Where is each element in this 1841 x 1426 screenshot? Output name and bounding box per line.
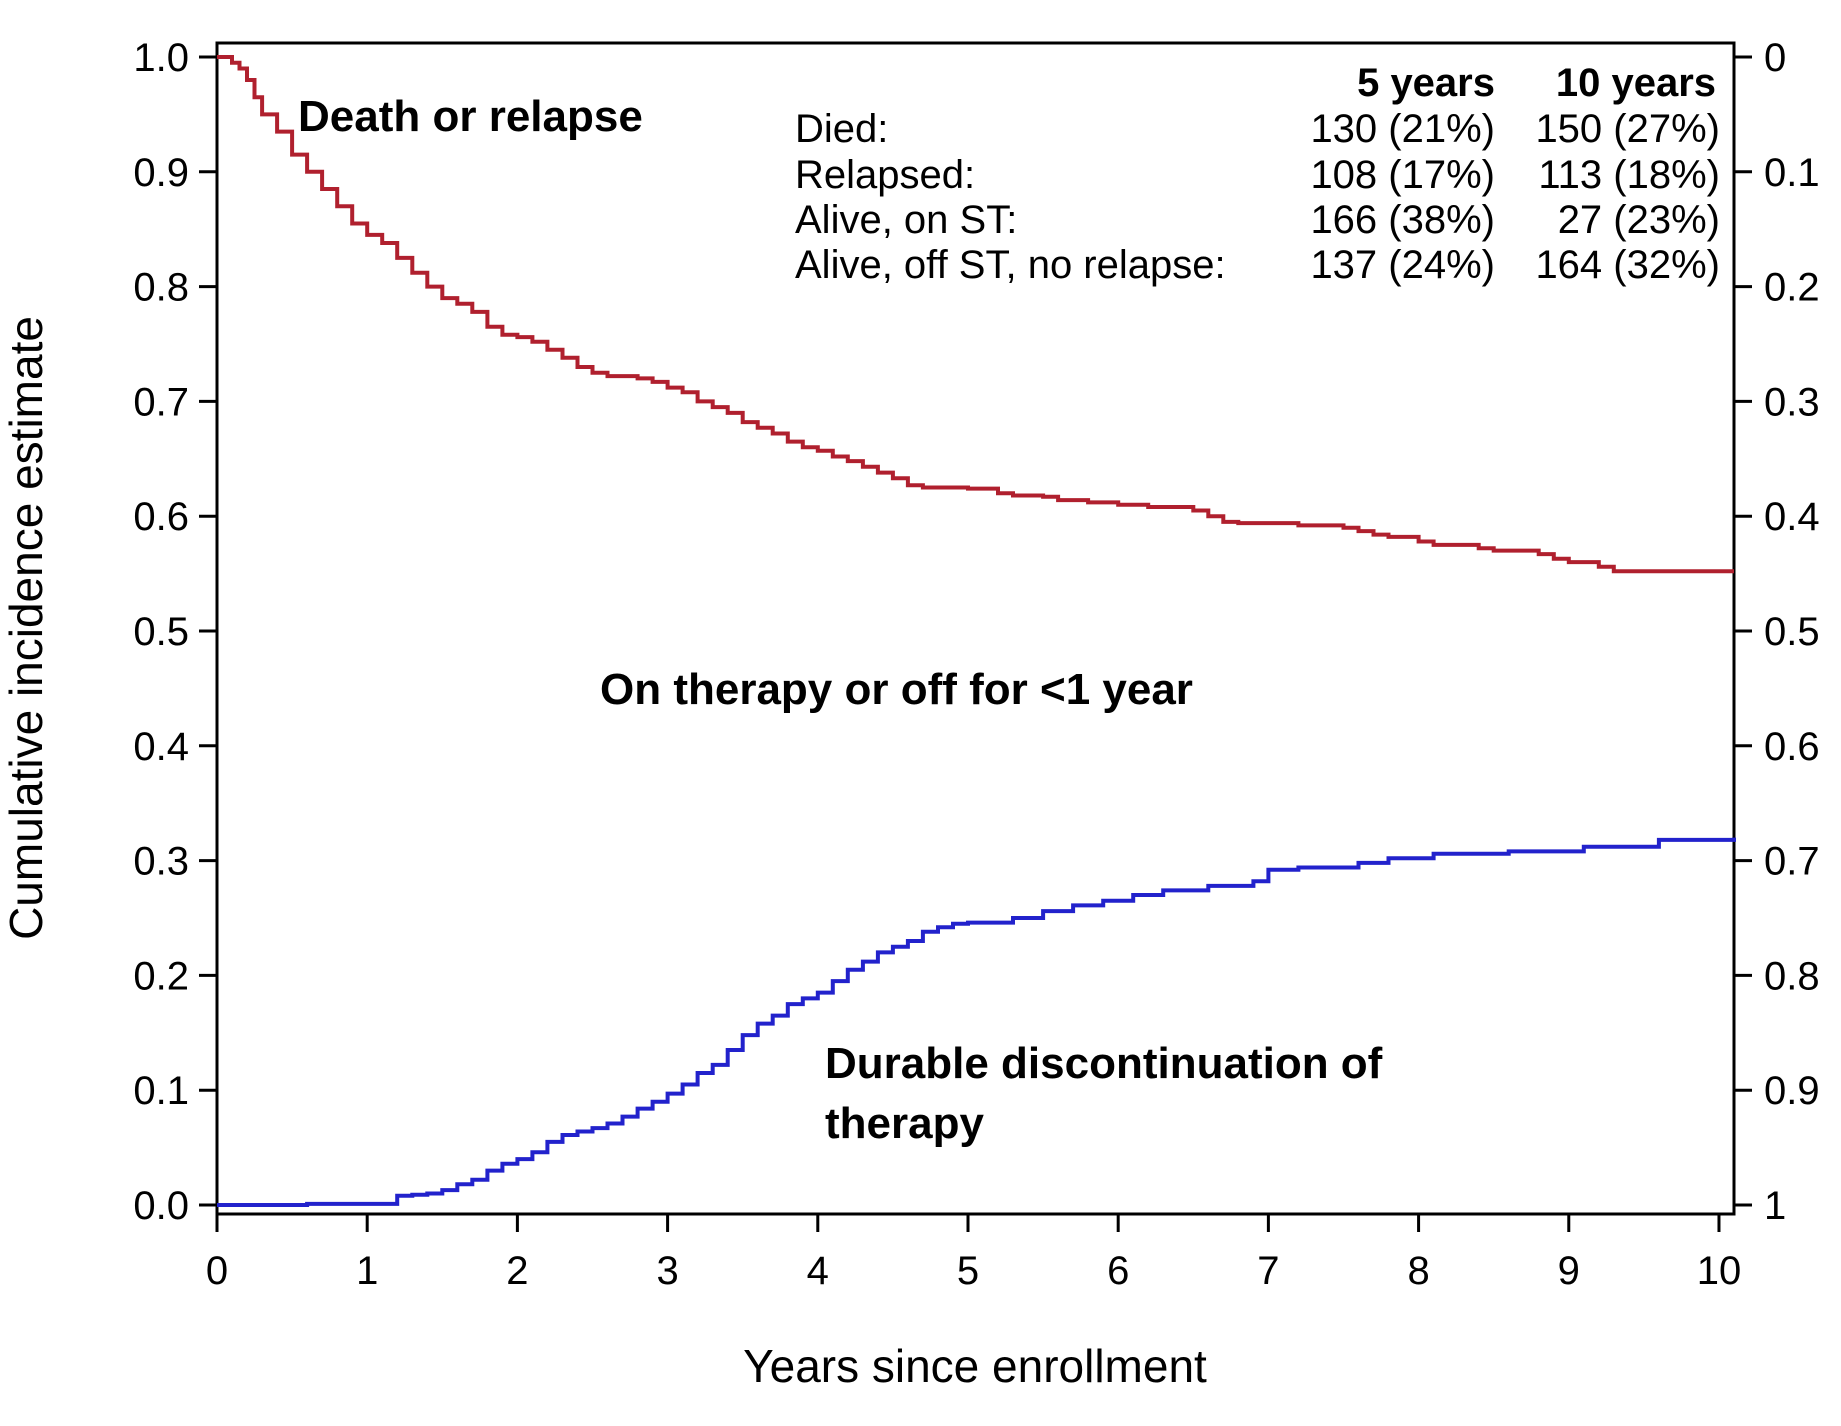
y-tick-label: 0.6 — [133, 495, 189, 539]
x-tick-label: 0 — [206, 1249, 228, 1293]
x-tick-label: 2 — [506, 1249, 528, 1293]
annotation-therapy: therapy — [825, 1099, 984, 1148]
y2-axis-ticks: 1 0.9 0.8 0.7 0.6 0.5 0.4 0.3 0.2 0.1 0 — [1734, 36, 1820, 1228]
x-tick-label: 7 — [1257, 1249, 1279, 1293]
y2-tick-label: 0 — [1764, 36, 1786, 80]
table-cell: 137 (24%) — [1310, 243, 1495, 287]
x-tick-label: 10 — [1697, 1249, 1742, 1293]
annotation-on-therapy: On therapy or off for <1 year — [600, 665, 1193, 714]
y-tick-label: 0.1 — [133, 1069, 189, 1113]
y2-tick-label: 0.7 — [1764, 840, 1820, 884]
y2-tick-label: 0.1 — [1764, 151, 1820, 195]
y2-tick-label: 0.8 — [1764, 954, 1820, 998]
y-tick-label: 0.8 — [133, 266, 189, 310]
plot-frame — [215, 41, 1736, 1216]
series-layer — [217, 55, 1736, 1207]
table-cell: 27 (23%) — [1558, 198, 1720, 242]
x-tick-label: 3 — [656, 1249, 678, 1293]
table-cell: 150 (27%) — [1535, 107, 1720, 151]
x-tick-label: 4 — [807, 1249, 829, 1293]
y-tick-label: 0.5 — [133, 610, 189, 654]
table-row-label: Died: — [795, 107, 888, 151]
annotation-durable-discontinuation: Durable discontinuation of — [825, 1039, 1383, 1088]
y-axis-ticks: 0.0 0.1 0.2 0.3 0.4 0.5 0.6 0.7 0.8 0.9 1.0 — [133, 36, 217, 1228]
y-tick-label: 0.4 — [133, 725, 189, 769]
y2-tick-label: 1 — [1764, 1184, 1786, 1228]
series-line-durable-discontinuation — [217, 837, 1736, 1207]
x-tick-label: 8 — [1407, 1249, 1429, 1293]
y-tick-label: 0.2 — [133, 954, 189, 998]
y2-tick-label: 0.3 — [1764, 380, 1820, 424]
y-tick-label: 0.0 — [133, 1184, 189, 1228]
y-tick-label: 0.7 — [133, 380, 189, 424]
x-tick-label: 6 — [1107, 1249, 1129, 1293]
table-row-label: Alive, off ST, no relapse: — [795, 243, 1226, 287]
y-tick-label: 0.3 — [133, 840, 189, 884]
table-header-5-years: 5 years — [1357, 61, 1495, 105]
table-cell: 130 (21%) — [1310, 107, 1495, 151]
table-header-10-years: 10 years — [1556, 61, 1716, 105]
table-row-label: Relapsed: — [795, 153, 975, 197]
x-tick-label: 5 — [957, 1249, 979, 1293]
series-line-death-or-relapse — [217, 55, 1734, 574]
y-tick-label: 0.9 — [133, 151, 189, 195]
table-row-label: Alive, on ST: — [795, 198, 1017, 242]
x-axis-title: Years since enrollment — [743, 1340, 1207, 1392]
y-tick-label: 1.0 — [133, 36, 189, 80]
table-cell: 113 (18%) — [1538, 153, 1720, 197]
x-axis-ticks: 0 1 2 3 4 5 6 7 8 9 10 — [206, 1214, 1741, 1293]
x-tick-label: 9 — [1558, 1249, 1580, 1293]
y2-tick-label: 0.4 — [1764, 495, 1820, 539]
annotation-death-or-relapse: Death or relapse — [298, 92, 643, 141]
y2-tick-label: 0.2 — [1764, 266, 1820, 310]
summary-table: 5 years 10 years Died: 130 (21%) 150 (27… — [795, 61, 1720, 287]
table-cell: 108 (17%) — [1310, 153, 1495, 197]
table-cell: 164 (32%) — [1535, 243, 1720, 287]
y-axis-title: Cumulative incidence estimate — [0, 316, 52, 940]
y2-tick-label: 0.9 — [1764, 1069, 1820, 1113]
y2-tick-label: 0.6 — [1764, 725, 1820, 769]
y2-tick-label: 0.5 — [1764, 610, 1820, 654]
x-tick-label: 1 — [356, 1249, 378, 1293]
table-cell: 166 (38%) — [1310, 198, 1495, 242]
